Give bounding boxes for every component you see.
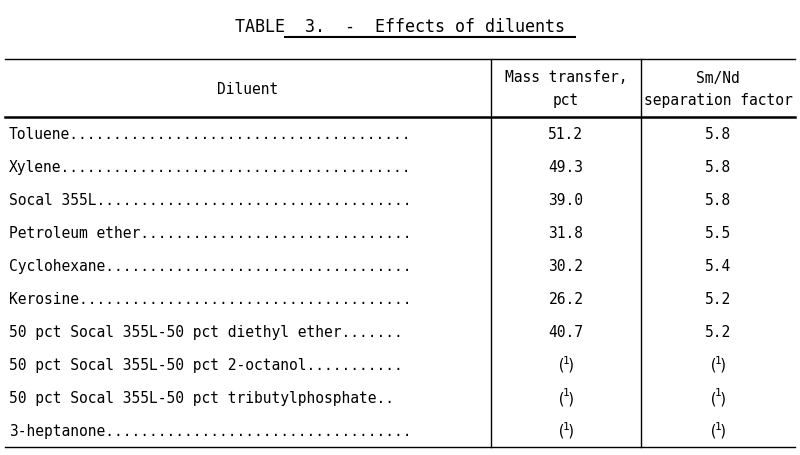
Text: Xylene........................................: Xylene..................................… (9, 160, 411, 175)
Text: (: ( (709, 357, 718, 372)
Text: 39.0: 39.0 (549, 192, 583, 207)
Text: ): ) (566, 390, 574, 405)
Text: 31.8: 31.8 (549, 226, 583, 241)
Text: 5.8: 5.8 (705, 127, 731, 142)
Text: 50 pct Socal 355L-50 pct diethyl ether.......: 50 pct Socal 355L-50 pct diethyl ether..… (9, 324, 402, 339)
Text: 5.8: 5.8 (705, 192, 731, 207)
Text: 49.3: 49.3 (549, 160, 583, 175)
Text: 1: 1 (714, 355, 722, 365)
Text: Petroleum ether...............................: Petroleum ether.........................… (9, 226, 411, 241)
Text: 26.2: 26.2 (549, 291, 583, 306)
Text: separation factor: separation factor (643, 92, 792, 107)
Text: ): ) (566, 357, 574, 372)
Text: TABLE  3.  -  Effects of diluents: TABLE 3. - Effects of diluents (235, 18, 565, 36)
Text: Cyclohexane...................................: Cyclohexane.............................… (9, 258, 411, 273)
Text: ): ) (718, 357, 727, 372)
Text: Kerosine......................................: Kerosine................................… (9, 291, 411, 306)
Text: 5.8: 5.8 (705, 160, 731, 175)
Text: 50 pct Socal 355L-50 pct 2-octanol...........: 50 pct Socal 355L-50 pct 2-octanol......… (9, 357, 402, 372)
Text: 1: 1 (714, 420, 722, 430)
Text: 50 pct Socal 355L-50 pct tributylphosphate..: 50 pct Socal 355L-50 pct tributylphospha… (9, 390, 394, 405)
Text: 30.2: 30.2 (549, 258, 583, 273)
Text: ): ) (718, 390, 727, 405)
Text: 40.7: 40.7 (549, 324, 583, 339)
Text: (: ( (557, 357, 566, 372)
Text: (: ( (709, 423, 718, 438)
Text: (: ( (709, 390, 718, 405)
Text: Sm/Nd: Sm/Nd (696, 71, 740, 86)
Text: 1: 1 (562, 420, 570, 430)
Text: 3-heptanone...................................: 3-heptanone.............................… (9, 423, 411, 438)
Text: 1: 1 (562, 388, 570, 398)
Text: 5.4: 5.4 (705, 258, 731, 273)
Text: pct: pct (553, 92, 579, 107)
Text: 1: 1 (714, 388, 722, 398)
Text: 51.2: 51.2 (549, 127, 583, 142)
Text: 5.2: 5.2 (705, 324, 731, 339)
Text: (: ( (557, 423, 566, 438)
Text: (: ( (557, 390, 566, 405)
Text: Toluene.......................................: Toluene.................................… (9, 127, 411, 142)
Text: 1: 1 (562, 355, 570, 365)
Text: 5.2: 5.2 (705, 291, 731, 306)
Text: 5.5: 5.5 (705, 226, 731, 241)
Text: Mass transfer,: Mass transfer, (505, 71, 627, 86)
Text: Socal 355L....................................: Socal 355L..............................… (9, 192, 411, 207)
Text: ): ) (718, 423, 727, 438)
Text: Diluent: Diluent (218, 81, 278, 96)
Text: ): ) (566, 423, 574, 438)
